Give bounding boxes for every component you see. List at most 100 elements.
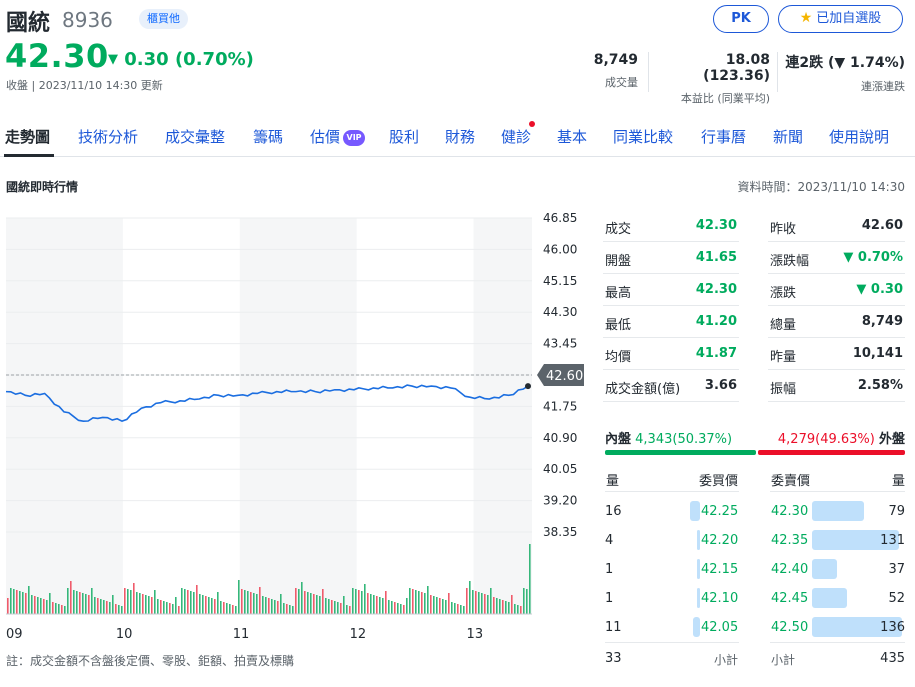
volume-bar <box>526 589 528 614</box>
volume-bar <box>481 593 483 614</box>
hour-band <box>6 218 123 614</box>
volume-bar <box>148 596 150 614</box>
intraday-chart[interactable]: 46.85 46.00 45.15 44.30 43.45 41.75 40.90 40.05… <box>0 210 590 650</box>
tab-finance[interactable]: 財務 <box>445 128 476 146</box>
tab-technical[interactable]: 技術分析 <box>78 128 139 146</box>
quote-value: ▼ 0.30 <box>856 282 903 297</box>
tab-peer-compare[interactable]: 同業比較 <box>613 128 674 146</box>
tab-help[interactable]: 使用說明 <box>829 128 890 146</box>
tab-dividend[interactable]: 股利 <box>389 128 420 146</box>
ask-qty: 52 <box>888 591 905 606</box>
ask-row[interactable]: 42.35 131 <box>771 525 905 557</box>
ask-qty-bar <box>812 559 837 579</box>
volume-bar <box>418 591 420 614</box>
bid-qty: 4 <box>605 533 614 548</box>
bid-price: 42.10 <box>701 591 739 606</box>
bid-qty-bar <box>697 588 700 608</box>
ask-subtotal-label: 小計 <box>771 653 796 667</box>
volume-bar <box>529 544 531 614</box>
quote-value: 8,749 <box>861 314 903 329</box>
bid-row[interactable]: 11 42.05 <box>605 612 739 644</box>
volume-bar <box>478 592 480 614</box>
volume-bar <box>193 592 195 614</box>
bid-row[interactable]: 1 42.15 <box>605 554 739 586</box>
volume-bar <box>346 605 348 614</box>
tab-valuation[interactable]: 估價 VIP <box>310 126 366 147</box>
tab-trend[interactable]: 走勢圖 <box>5 128 51 146</box>
volume-bar <box>145 595 147 614</box>
ask-row[interactable]: 42.40 37 <box>771 554 905 586</box>
x-tick-label: 10 <box>116 627 133 642</box>
volume-bar <box>205 596 207 614</box>
market-badge[interactable]: 櫃買他 <box>139 9 188 29</box>
volume-bar <box>172 604 174 614</box>
tab-news[interactable]: 新聞 <box>773 128 804 146</box>
volume-bar <box>325 598 327 614</box>
ask-row[interactable]: 42.30 79 <box>771 496 905 528</box>
volume-bar <box>88 595 90 614</box>
add-favorite-label: 已加自選股 <box>816 11 882 26</box>
quote-value: 2.58% <box>857 378 903 393</box>
quote-row: 成交 42.30 <box>603 210 739 242</box>
volume-bar <box>238 580 240 614</box>
y-tick-label: 40.05 <box>543 462 577 476</box>
add-favorite-button[interactable]: ★ 已加自選股 <box>778 5 903 33</box>
bid-row[interactable]: 4 42.20 <box>605 525 739 557</box>
ask-qty-header: 量 <box>891 474 905 489</box>
ask-total: 435 <box>880 651 905 666</box>
inner-label: 內盤 <box>605 432 632 447</box>
quote-row: 昨收 42.60 <box>768 210 905 242</box>
divider <box>770 491 905 492</box>
ask-price: 42.30 <box>771 504 809 519</box>
ask-qty-bar <box>812 588 847 608</box>
volume-bar <box>451 602 453 614</box>
price-change-value: 0.30 (0.70%) <box>124 49 254 70</box>
y-tick-label: 41.75 <box>543 399 577 413</box>
volume-bar <box>100 599 102 614</box>
pk-button[interactable]: PK <box>713 5 769 33</box>
volume-bar <box>40 598 42 614</box>
bid-row[interactable]: 1 42.10 <box>605 583 739 615</box>
bid-qty-bar <box>697 530 700 550</box>
volume-bar <box>397 603 399 614</box>
volume-bar <box>235 606 237 614</box>
volume-bar <box>466 588 468 614</box>
volume-bar <box>154 590 156 614</box>
volume-bar <box>166 602 168 614</box>
volume-bar <box>55 603 57 614</box>
volume-bar <box>103 600 105 614</box>
volume-bar <box>337 602 339 614</box>
volume-bar <box>304 591 306 614</box>
volume-bar <box>115 604 117 614</box>
hour-band <box>473 218 532 614</box>
volume-bar <box>301 582 303 614</box>
ask-price: 42.50 <box>771 620 809 635</box>
vip-badge: VIP <box>343 130 366 146</box>
bid-row[interactable]: 16 42.25 <box>605 496 739 528</box>
volume-bar <box>280 594 282 614</box>
quote-row: 均價 41.87 <box>603 338 739 370</box>
quote-row: 成交金額(億) 3.66 <box>603 370 739 402</box>
volume-bar <box>79 592 81 614</box>
bid-qty-header: 量 <box>606 474 620 489</box>
bid-qty: 16 <box>605 504 622 519</box>
volume-bar <box>124 588 126 614</box>
tab-health[interactable]: 健診 <box>501 128 532 146</box>
quote-value: 41.20 <box>695 314 737 329</box>
volume-bar <box>400 604 402 614</box>
volume-bar <box>106 601 108 614</box>
volume-bar <box>439 598 441 614</box>
volume-bar <box>169 603 171 614</box>
tab-chips[interactable]: 籌碼 <box>253 128 284 146</box>
bid-price: 42.20 <box>701 533 739 548</box>
ask-row[interactable]: 42.45 52 <box>771 583 905 615</box>
volume-bar <box>46 600 48 614</box>
tab-basic[interactable]: 基本 <box>557 128 588 146</box>
volume-bar <box>385 591 387 614</box>
tab-trades[interactable]: 成交彙整 <box>165 128 226 146</box>
volume-bar <box>259 587 261 614</box>
volume-bar <box>328 599 330 614</box>
ask-row[interactable]: 42.50 136 <box>771 612 905 644</box>
footnote: 註：成交金額不含盤後定價、零股、鉅額、拍賣及標購 <box>6 654 295 668</box>
tab-calendar[interactable]: 行事曆 <box>701 128 747 146</box>
